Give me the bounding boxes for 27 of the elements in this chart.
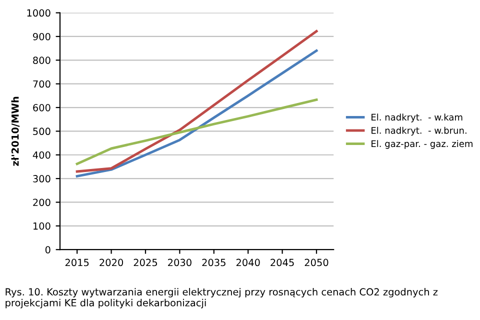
line-series (76, 30, 318, 173)
y-tick-label: 0 (45, 246, 50, 254)
x-tick-label: 2030 (168, 258, 192, 266)
y-tick-label: 600 (33, 104, 50, 112)
x-tick-label: 2025 (134, 258, 158, 266)
y-tick-label: 1000 (27, 9, 50, 17)
y-tick-label: 100 (33, 222, 50, 230)
y-tick-label: 200 (33, 198, 50, 206)
line-series (76, 98, 318, 166)
x-tick-label: 2050 (304, 258, 328, 266)
y-tick-label: 900 (33, 32, 50, 40)
line-series (76, 49, 318, 178)
x-tick-label: 2020 (100, 258, 124, 266)
text: Rys. 10. Koszty wytwarzania energii elektrycznej przy rosnących cenach CO2 zgodnych z projekcjami KE dla polityki dekarbonizacji (6, 288, 438, 308)
x-tick-label: 2015 (65, 258, 89, 266)
x-tick-label: 2045 (270, 258, 294, 266)
y-tick-label: 500 (33, 128, 50, 136)
y-tick-label: 700 (33, 80, 50, 88)
y-axis-title: zł'2010/MWh (11, 96, 20, 166)
x-tick-label: 2040 (236, 258, 260, 266)
legend-label: El. nadkryt. - w.brun. (372, 126, 466, 136)
legend-label: El. gaz-par. - gaz. ziem (372, 140, 472, 149)
y-tick-label: 300 (33, 175, 50, 182)
y-tick-label: 400 (32, 151, 50, 159)
y-tick-label: 800 (33, 56, 50, 64)
legend-label: El. nadkryt. - w.kam (372, 114, 462, 122)
x-tick-label: 2035 (202, 258, 226, 266)
